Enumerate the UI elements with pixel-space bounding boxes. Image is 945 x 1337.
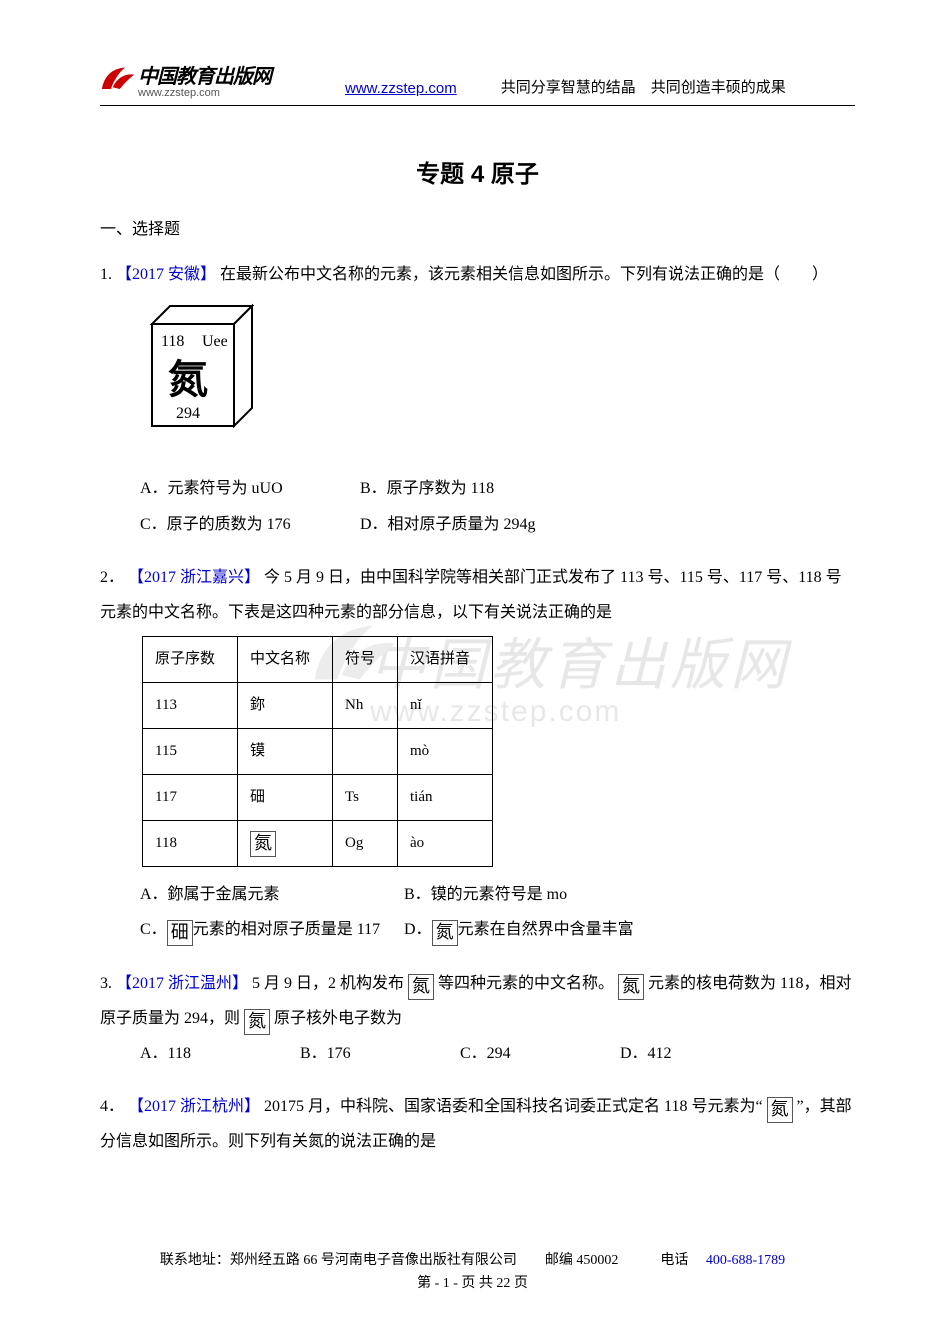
q4-pre: 20175 月，中科院、国家语委和全国科技名词委正式定名 118 号元素为“: [264, 1098, 763, 1115]
glyph-icon: 鿬: [167, 920, 193, 946]
document-title: 专题 4 原子: [100, 154, 855, 189]
page-header: 中国教育出版网 www.zzstep.com www.zzstep.com 共同…: [100, 60, 855, 106]
q1-text: 在最新公布中文名称的元素，该元素相关信息如图所示。下列有说法正确的是（ ）: [220, 266, 828, 283]
q2-elements-table: 原子序数 中文名称 符号 汉语拼音 113 鉨 Nh nǐ 115 镆 mò: [142, 636, 493, 867]
q4-source-tag: 【2017 浙江杭州】: [128, 1098, 260, 1115]
q2-c-suffix: 元素的相对原子质量是 117: [193, 921, 380, 938]
q1-option-a: A．元素符号为 uUO: [140, 471, 360, 506]
cube-bottom: 294: [176, 405, 200, 422]
logo-text-block: 中国教育出版网 www.zzstep.com: [138, 60, 271, 99]
q1-options-row2: C．原子的质数为 176 D．相对原子质量为 294g: [100, 507, 855, 542]
cell: Ts: [333, 775, 398, 821]
glyph-icon: 氮: [767, 1097, 793, 1123]
cell: 镆: [238, 729, 333, 775]
th-symbol: 符号: [333, 637, 398, 683]
question-4: 4． 【2017 浙江杭州】 20175 月，中科院、国家语委和全国科技名词委正…: [100, 1089, 855, 1159]
q2-option-c: C．鿬元素的相对原子质量是 117: [140, 912, 400, 947]
logo-small-url: www.zzstep.com: [138, 87, 271, 99]
glyph-icon: 氮: [432, 920, 458, 946]
q2-number: 2．: [100, 569, 124, 586]
cell: [333, 729, 398, 775]
cell: Nh: [333, 683, 398, 729]
q2-options: A．鉨属于金属元素 B．镆的元素符号是 mo C．鿬元素的相对原子质量是 117…: [100, 877, 855, 947]
q2-source-tag: 【2017 浙江嘉兴】: [128, 569, 260, 586]
q3-mid1: 等四种元素的中文名称。: [438, 975, 614, 992]
q2-c-prefix: C．: [140, 921, 167, 938]
section-heading: 一、选择题: [100, 215, 855, 239]
footer-address: 联系地址：郑州经五路 66 号河南电子音像出版社有限公司 邮编 450002 电…: [160, 1253, 703, 1268]
cell: 115: [143, 729, 238, 775]
th-pinyin: 汉语拼音: [398, 637, 493, 683]
question-1: 1. 【2017 安徽】 在最新公布中文名称的元素，该元素相关信息如图所示。下列…: [100, 257, 855, 542]
cube-glyph: 氮: [168, 357, 208, 402]
q3-stem: 3. 【2017 浙江温州】 5 月 9 日，2 机构发布 氮 等四种元素的中文…: [100, 966, 855, 1036]
page: 中国教育出版网 www.zzstep.com www.zzstep.com 共同…: [0, 0, 945, 1337]
cell: 鉨: [238, 683, 333, 729]
q1-options: A．元素符号为 uUO B．原子序数为 118: [100, 471, 855, 506]
q3-source-tag: 【2017 浙江温州】: [116, 975, 248, 992]
cube-top-right: Uee: [202, 333, 228, 350]
q1-option-b: B．原子序数为 118: [360, 471, 580, 506]
q4-stem: 4． 【2017 浙江杭州】 20175 月，中科院、国家语委和全国科技名词委正…: [100, 1089, 855, 1159]
glyph-icon: 氮: [408, 974, 434, 1000]
th-atomic-number: 原子序数: [143, 637, 238, 683]
cell: ào: [398, 821, 493, 867]
q1-option-d: D．相对原子质量为 294g: [360, 507, 580, 542]
q1-number: 1.: [100, 266, 112, 283]
footer-phone: 400-688-1789: [706, 1253, 785, 1268]
q3-option-c: C．294: [460, 1036, 620, 1071]
q4-number: 4．: [100, 1098, 124, 1115]
q3-options: A．118 B．176 C．294 D．412: [100, 1036, 855, 1071]
table-row: 113 鉨 Nh nǐ: [143, 683, 493, 729]
table-header-row: 原子序数 中文名称 符号 汉语拼音: [143, 637, 493, 683]
question-2: 2． 【2017 浙江嘉兴】 今 5 月 9 日，由中国科学院等相关部门正式发布…: [100, 560, 855, 948]
cell: 鿬: [238, 775, 333, 821]
table-row: 115 镆 mò: [143, 729, 493, 775]
cell: 113: [143, 683, 238, 729]
cell: 117: [143, 775, 238, 821]
q2-d-suffix: 元素在自然界中含量丰富: [458, 921, 634, 938]
q3-option-a: A．118: [140, 1036, 300, 1071]
cell: nǐ: [398, 683, 493, 729]
logo-swoosh-icon: [100, 62, 136, 98]
q2-d-prefix: D．: [404, 921, 432, 938]
table-row: 117 鿬 Ts tián: [143, 775, 493, 821]
glyph-icon: 氮: [618, 974, 644, 1000]
q1-option-c: C．原子的质数为 176: [140, 507, 360, 542]
q2-option-d: D．氮元素在自然界中含量丰富: [404, 912, 634, 947]
q1-element-figure: 118 Uee 氮 294: [134, 296, 274, 459]
site-logo: 中国教育出版网 www.zzstep.com: [100, 60, 271, 99]
table-row: 118 氮 Og ào: [143, 821, 493, 867]
header-slogan: 共同分享智慧的结晶 共同创造丰硕的成果: [501, 76, 786, 97]
element-cube-icon: 118 Uee 氮 294: [134, 296, 264, 446]
logo-cn-text: 中国教育出版网: [138, 66, 271, 88]
cell: Og: [333, 821, 398, 867]
cube-top-left: 118: [161, 333, 184, 350]
cell: mò: [398, 729, 493, 775]
glyph-icon: 氮: [250, 831, 276, 857]
page-footer: 联系地址：郑州经五路 66 号河南电子音像出版社有限公司 邮编 450002 电…: [0, 1250, 945, 1295]
q2-option-a: A．鉨属于金属元素: [140, 877, 400, 912]
footer-line1: 联系地址：郑州经五路 66 号河南电子音像出版社有限公司 邮编 450002 电…: [0, 1250, 945, 1272]
header-site-link[interactable]: www.zzstep.com: [345, 80, 457, 97]
content-area: 专题 4 原子 一、选择题 1. 【2017 安徽】 在最新公布中文名称的元素，…: [100, 154, 855, 1159]
q1-source-tag: 【2017 安徽】: [116, 266, 216, 283]
footer-pagination: 第 - 1 - 页 共 22 页: [0, 1273, 945, 1295]
th-cn-name: 中文名称: [238, 637, 333, 683]
q3-number: 3.: [100, 975, 112, 992]
q2-stem: 2． 【2017 浙江嘉兴】 今 5 月 9 日，由中国科学院等相关部门正式发布…: [100, 560, 855, 630]
cell: tián: [398, 775, 493, 821]
question-3: 3. 【2017 浙江温州】 5 月 9 日，2 机构发布 氮 等四种元素的中文…: [100, 966, 855, 1072]
cell: 118: [143, 821, 238, 867]
q1-stem: 1. 【2017 安徽】 在最新公布中文名称的元素，该元素相关信息如图所示。下列…: [100, 257, 855, 292]
q3-option-d: D．412: [620, 1036, 780, 1071]
q3-post: 原子核外电子数为: [274, 1010, 402, 1027]
cell: 氮: [238, 821, 333, 867]
q2-option-b: B．镆的元素符号是 mo: [404, 877, 624, 912]
q3-option-b: B．176: [300, 1036, 460, 1071]
glyph-icon: 氮: [244, 1009, 270, 1035]
q3-text-pre: 5 月 9 日，2 机构发布: [252, 975, 404, 992]
